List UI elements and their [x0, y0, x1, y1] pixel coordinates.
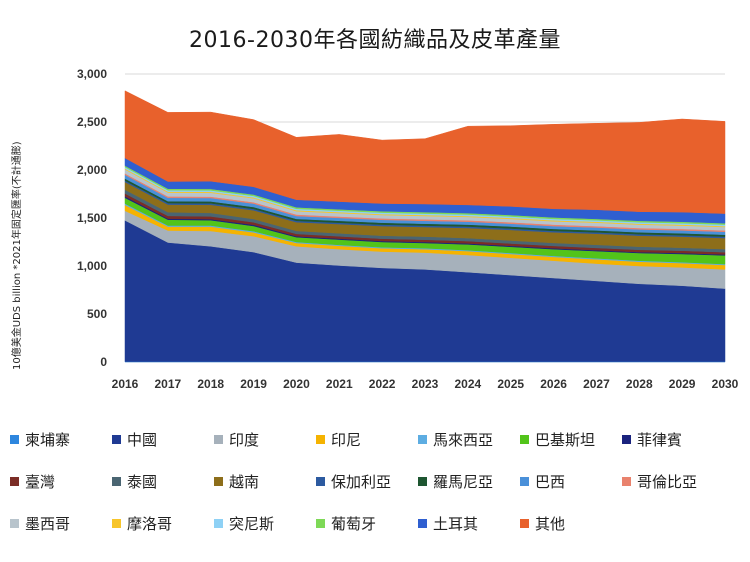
y-tick-label: 500 [87, 307, 107, 321]
legend-label: 柬埔寨 [25, 430, 71, 449]
legend-swatch [622, 476, 631, 486]
legend-label: 突尼斯 [229, 514, 275, 533]
legend-swatch [316, 518, 325, 528]
legend-label: 墨西哥 [25, 514, 71, 533]
legend-label: 泰國 [127, 472, 158, 491]
legend-swatch [418, 518, 427, 528]
legend-item: 巴西 [520, 470, 565, 492]
legend-swatch [10, 434, 19, 444]
legend-label: 印尼 [331, 430, 362, 449]
legend-item: 越南 [214, 470, 259, 492]
legend-label: 保加利亞 [331, 472, 392, 491]
legend-label: 越南 [229, 472, 260, 491]
legend-swatch [112, 518, 121, 528]
legend-swatch [316, 434, 325, 444]
legend-item: 突尼斯 [214, 512, 274, 534]
legend-item: 柬埔寨 [10, 428, 70, 450]
legend-item: 巴基斯坦 [520, 428, 595, 450]
legend-item: 哥倫比亞 [622, 470, 697, 492]
legend-item: 印度 [214, 428, 259, 450]
chart-title: 2016-2030年各國紡織品及皮革產量 [189, 28, 561, 53]
y-tick-labels: 0 500 1,000 1,500 2,000 2,500 3,000 [77, 67, 107, 369]
y-tick-label: 1,500 [77, 211, 107, 225]
x-tick-label: 2023 [412, 377, 439, 391]
legend-label: 土耳其 [433, 514, 479, 533]
x-tick-label: 2029 [669, 377, 696, 391]
legend-item: 馬來西亞 [418, 428, 493, 450]
x-tick-label: 2018 [197, 377, 224, 391]
legend-item: 臺灣 [10, 470, 55, 492]
legend-swatch [10, 518, 19, 528]
legend-swatch [520, 476, 529, 486]
legend-label: 巴西 [535, 472, 566, 491]
legend-swatch [214, 434, 223, 444]
x-tick-label: 2016 [112, 377, 139, 391]
x-tick-label: 2024 [455, 377, 482, 391]
legend-label: 臺灣 [25, 472, 56, 491]
x-tick-label: 2028 [626, 377, 653, 391]
legend-swatch [10, 476, 19, 486]
legend-item: 中國 [112, 428, 157, 450]
legend-label: 中國 [127, 430, 158, 449]
legend-label: 羅馬尼亞 [433, 472, 494, 491]
legend-swatch [112, 476, 121, 486]
legend-item: 土耳其 [418, 512, 478, 534]
legend-swatch [622, 434, 631, 444]
x-tick-label: 2027 [583, 377, 610, 391]
y-tick-label: 0 [100, 355, 107, 369]
legend-label: 巴基斯坦 [535, 430, 596, 449]
x-tick-label: 2021 [326, 377, 353, 391]
legend-label: 其他 [535, 514, 566, 533]
legend-swatch [112, 434, 121, 444]
x-tick-label: 2026 [540, 377, 567, 391]
legend-swatch [418, 434, 427, 444]
x-tick-labels: 2016 2017 2018 2019 2020 2021 2022 2023 2024 2025… [112, 377, 739, 391]
legend-item: 其他 [520, 512, 565, 534]
legend-label: 印度 [229, 430, 260, 449]
legend-label: 摩洛哥 [127, 514, 173, 533]
legend-item: 墨西哥 [10, 512, 70, 534]
legend-label: 葡萄牙 [331, 514, 377, 533]
y-tick-label: 2,500 [77, 115, 107, 129]
legend-swatch [214, 518, 223, 528]
legend-item: 泰國 [112, 470, 157, 492]
legend-swatch [316, 476, 325, 486]
legend-item: 保加利亞 [316, 470, 391, 492]
y-tick-label: 1,000 [77, 259, 107, 273]
legend-label: 哥倫比亞 [637, 472, 698, 491]
legend-swatch [520, 434, 529, 444]
legend-item: 葡萄牙 [316, 512, 376, 534]
legend-item: 羅馬尼亞 [418, 470, 493, 492]
legend-label: 菲律賓 [637, 430, 683, 449]
x-tick-label: 2020 [283, 377, 310, 391]
y-tick-label: 2,000 [77, 163, 107, 177]
area-series [124, 90, 726, 214]
x-tick-label: 2025 [497, 377, 524, 391]
legend-swatch [520, 518, 529, 528]
legend-swatch [418, 476, 427, 486]
area-series-group [124, 90, 726, 363]
legend-swatch [214, 476, 223, 486]
x-tick-label: 2019 [240, 377, 267, 391]
y-tick-label: 3,000 [77, 67, 107, 81]
legend-item: 印尼 [316, 428, 361, 450]
legend-label: 馬來西亞 [433, 430, 494, 449]
x-tick-label: 2017 [155, 377, 182, 391]
legend-item: 摩洛哥 [112, 512, 172, 534]
legend-item: 菲律賓 [622, 428, 682, 450]
x-tick-label: 2030 [712, 377, 739, 391]
x-tick-label: 2022 [369, 377, 396, 391]
